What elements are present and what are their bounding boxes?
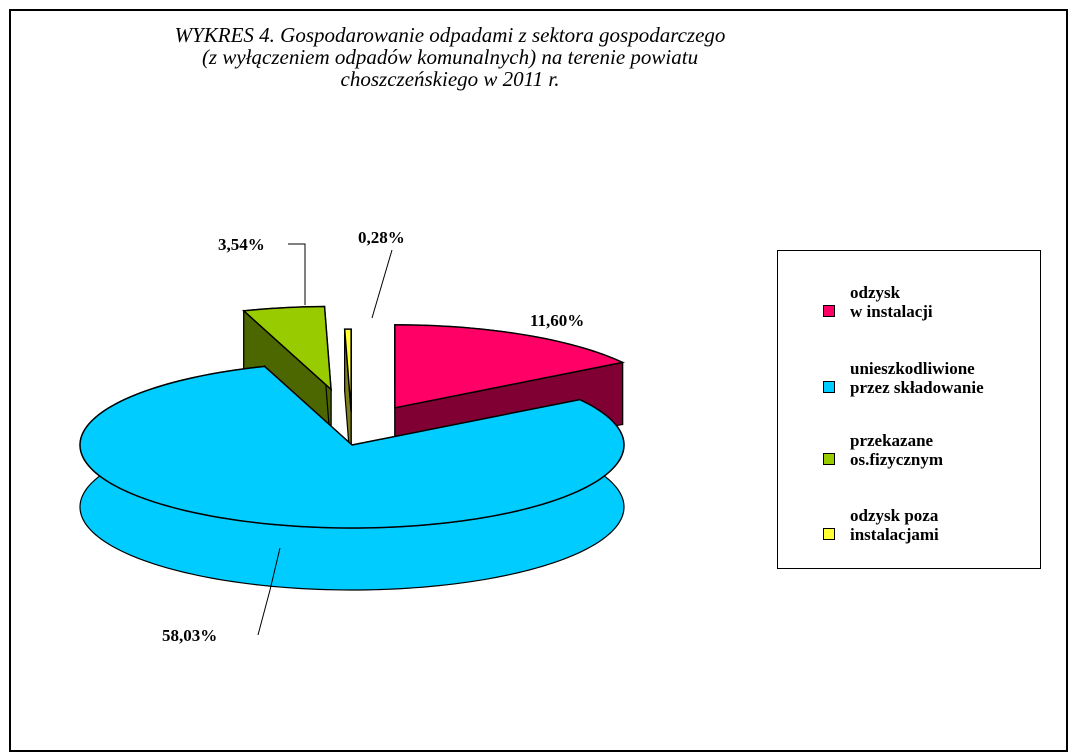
slice-top xyxy=(79,365,625,529)
data-label: 58,03% xyxy=(162,626,217,645)
legend-swatch xyxy=(823,528,835,540)
legend-label: odzysk w instalacji xyxy=(850,283,933,321)
slice-top xyxy=(241,305,332,392)
legend-swatch xyxy=(823,305,835,317)
legend-label: odzysk poza instalacjami xyxy=(850,506,939,544)
chart-title: WYKRES 4. Gospodarowanie odpadami z sekt… xyxy=(174,23,726,91)
slice-top xyxy=(343,328,352,413)
legend: odzysk w instalacji unieszkodliwione prze… xyxy=(777,250,1041,569)
leader-line xyxy=(288,243,306,305)
legend-swatch xyxy=(823,381,835,393)
legend-label: unieszkodliwione przez składowanie xyxy=(850,359,984,397)
leader-line xyxy=(257,547,281,636)
leader-line xyxy=(371,249,393,319)
slice-top xyxy=(394,324,626,409)
legend-label: przekazane os.fizycznym xyxy=(850,431,944,469)
chart-frame xyxy=(9,9,1068,752)
data-label: 11,60% xyxy=(530,311,584,330)
legend-swatch xyxy=(823,453,835,465)
data-label: 0,28% xyxy=(358,228,405,247)
data-label: 3,54% xyxy=(218,235,265,254)
